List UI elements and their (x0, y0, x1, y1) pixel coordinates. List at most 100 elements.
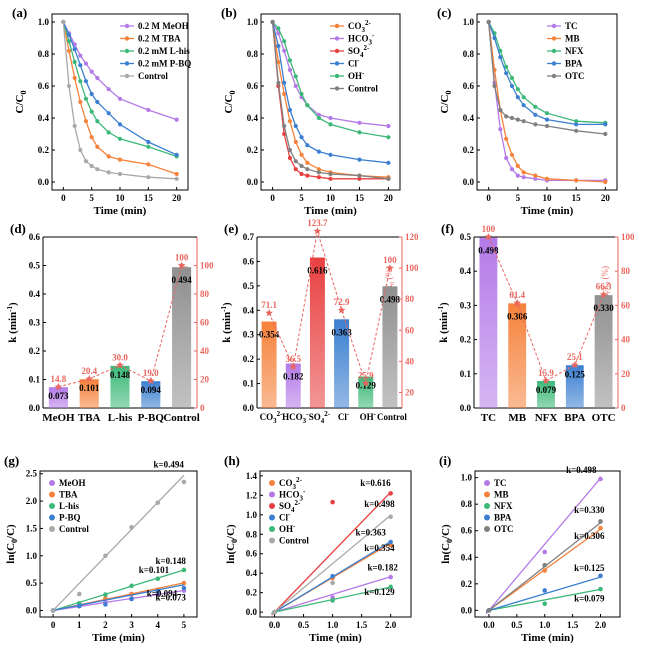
data-point (299, 91, 304, 97)
k-annotation: k=0.182 (367, 563, 398, 573)
data-point (305, 160, 310, 165)
data-point (328, 122, 333, 127)
k-annotation: k=0.354 (364, 543, 395, 553)
legend-entry: 0.2 mM L-his (138, 46, 190, 56)
legend-entry: HCO3- (279, 488, 306, 503)
y-tick-label: 0.4 (38, 113, 50, 123)
data-point (357, 120, 362, 125)
x-tick-label: 5 (299, 193, 304, 203)
legend-marker (49, 514, 55, 521)
bar (48, 387, 68, 408)
y2-tick-label: 40 (200, 346, 210, 356)
legend-entry-part: Control (138, 71, 168, 81)
data-point (72, 75, 77, 81)
data-point (542, 588, 548, 593)
ratio-marker (116, 361, 124, 369)
data-point (305, 103, 310, 108)
y2-tick-label: 40 (405, 356, 415, 366)
legend-entry: HCO3- (348, 32, 375, 47)
legend-entry-part: 0.2 M TBA (138, 34, 181, 44)
data-point (509, 167, 515, 172)
data-point (50, 608, 56, 613)
x-tick-label: Control (163, 412, 199, 424)
y-tick-label: 1.0 (38, 17, 50, 27)
data-point (544, 123, 550, 129)
data-point (299, 152, 304, 157)
ratio-marker (513, 299, 521, 307)
y-tick-label: 1.0 (463, 17, 475, 27)
legend-marker (269, 526, 275, 532)
data-point (509, 115, 515, 121)
panel-label: (b) (221, 5, 237, 20)
legend-entry-part: MeOH (59, 478, 86, 488)
legend-marker (551, 36, 557, 41)
legend-entry: Control (59, 524, 89, 534)
panel-b: (b) 0 5 10 15 20 0.0 0.2 0.4 0.6 0.8 1.0 Time (min) C… (221, 5, 401, 217)
k-annotation: k=0.101 (139, 565, 170, 575)
k-annotation: k=0.363 (355, 527, 386, 537)
x-tick-label: 20 (601, 193, 611, 203)
x-tick-label: 1.5 (356, 620, 368, 630)
y-tick-label: 0.0 (243, 403, 255, 413)
ratio-marker (542, 376, 550, 384)
data-point (66, 32, 72, 37)
k-annotation: k=0.330 (574, 505, 605, 515)
data-point (509, 152, 515, 157)
legend-entry: OTC (565, 71, 585, 81)
data-point (542, 601, 548, 607)
data-point (282, 39, 287, 44)
bar (110, 365, 130, 408)
x-tick-label-part: 3 (303, 417, 307, 425)
data-point (498, 127, 503, 132)
legend-entry: Control (138, 71, 168, 81)
legend-entry-part: 0.2 mM L-his (138, 46, 190, 56)
legend-entry-part: - (293, 522, 296, 530)
y-tick-label: 0.0 (26, 605, 38, 615)
legend-entry-part: L-his (59, 501, 80, 511)
data-point (388, 574, 393, 580)
legend-entry: 0.2 M MeOH (138, 21, 189, 31)
y-tick-label: 0.7 (243, 232, 255, 242)
x-tick-label-part: 2- (324, 410, 331, 418)
bar (79, 379, 99, 408)
data-point (521, 170, 526, 175)
legend-marker (269, 480, 275, 486)
data-point (316, 175, 322, 180)
bar-value-label: 0.354 (259, 330, 280, 340)
bar (285, 363, 301, 408)
legend-entry-part: 3 (293, 483, 297, 491)
legend-entry-part: NFX (565, 46, 584, 56)
x-tick-label: 15 (572, 193, 582, 203)
ratio-marker (337, 306, 346, 314)
data-point (316, 167, 322, 172)
y-tick-label: 0.4 (463, 113, 475, 123)
x-tick-label: 1.0 (327, 620, 339, 630)
data-point (293, 139, 298, 145)
data-point (66, 48, 72, 53)
panel-a: (a) 0 5 10 15 20 0.0 0.2 0.4 0.6 0.8 1.0 Time (min) C… (12, 5, 191, 217)
legend-entry-part: Control (348, 84, 378, 94)
y-tick-label: 0.8 (246, 529, 258, 539)
legend-marker (334, 36, 340, 41)
data-point (293, 167, 298, 172)
x-tick-label: 0.0 (483, 620, 495, 630)
ratio-label: 72.9 (334, 297, 350, 307)
data-point (515, 87, 520, 92)
legend-marker (334, 73, 340, 79)
data-point (388, 514, 393, 520)
bar-value-label: 0.182 (283, 372, 304, 382)
x-tick-label: L-his (108, 412, 133, 424)
data-point (492, 83, 497, 89)
data-point (95, 75, 100, 81)
legend-entry: P-BQ (59, 513, 81, 523)
bar (261, 321, 277, 408)
legend-entry: Cl- (279, 511, 291, 523)
data-point (533, 104, 538, 109)
y-axis-label: k (min-1) (437, 302, 450, 343)
data-point (316, 112, 322, 117)
x-axis-label: Time (min) (304, 205, 357, 217)
x-tick-label: 20 (384, 193, 394, 203)
panel-c: (c) 0 5 10 15 20 0.0 0.2 0.4 0.6 0.8 1.0 Time (min) C… (437, 5, 618, 217)
y-axis-label-sup: -1 (220, 305, 228, 311)
x-tick-label: BPA (564, 412, 585, 424)
